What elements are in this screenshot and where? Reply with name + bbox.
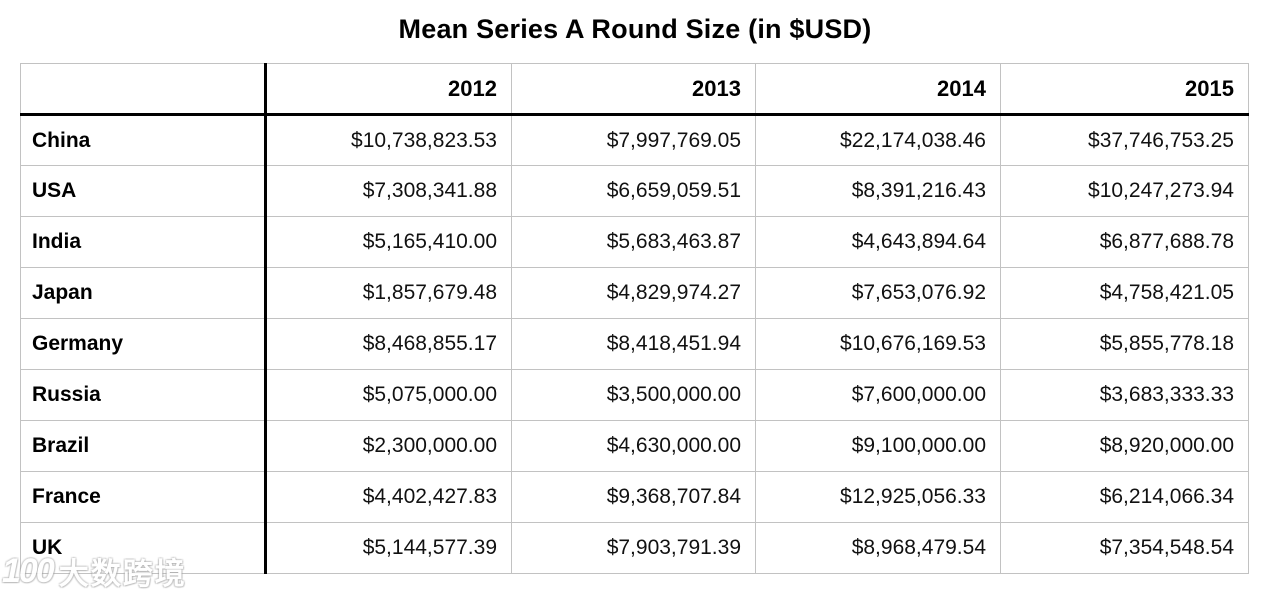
row-label-france: France (20, 471, 267, 523)
row-label-usa: USA (20, 165, 267, 217)
cell-germany-2014: $10,676,169.53 (755, 318, 1001, 370)
cell-uk-2013: $7,903,791.39 (511, 522, 756, 574)
cell-france-2012: $4,402,427.83 (265, 471, 512, 523)
row-label-japan: Japan (20, 267, 267, 319)
table-row-france: France $4,402,427.83 $9,368,707.84 $12,9… (20, 471, 1249, 523)
corner-header-cell (20, 63, 267, 116)
cell-france-2013: $9,368,707.84 (511, 471, 756, 523)
table-row-india: India $5,165,410.00 $5,683,463.87 $4,643… (20, 216, 1249, 268)
cell-india-2012: $5,165,410.00 (265, 216, 512, 268)
cell-usa-2012: $7,308,341.88 (265, 165, 512, 217)
cell-brazil-2012: $2,300,000.00 (265, 420, 512, 472)
cell-usa-2013: $6,659,059.51 (511, 165, 756, 217)
cell-china-2013: $7,997,769.05 (511, 114, 756, 166)
cell-uk-2012: $5,144,577.39 (265, 522, 512, 574)
cell-japan-2014: $7,653,076.92 (755, 267, 1001, 319)
header-row: 2012 2013 2014 2015 (20, 63, 1249, 116)
table-row-usa: USA $7,308,341.88 $6,659,059.51 $8,391,2… (20, 165, 1249, 217)
cell-france-2014: $12,925,056.33 (755, 471, 1001, 523)
cell-france-2015: $6,214,066.34 (1000, 471, 1249, 523)
cell-russia-2012: $5,075,000.00 (265, 369, 512, 421)
table-row-russia: Russia $5,075,000.00 $3,500,000.00 $7,60… (20, 369, 1249, 421)
table-row-germany: Germany $8,468,855.17 $8,418,451.94 $10,… (20, 318, 1249, 370)
cell-germany-2015: $5,855,778.18 (1000, 318, 1249, 370)
page-title: Mean Series A Round Size (in $USD) (398, 14, 872, 44)
cell-germany-2013: $8,418,451.94 (511, 318, 756, 370)
cell-china-2012: $10,738,823.53 (265, 114, 512, 166)
column-header-2015: 2015 (1000, 63, 1249, 116)
cell-brazil-2013: $4,630,000.00 (511, 420, 756, 472)
cell-china-2014: $22,174,038.46 (755, 114, 1001, 166)
row-label-uk: UK (20, 522, 267, 574)
cell-india-2014: $4,643,894.64 (755, 216, 1001, 268)
cell-uk-2014: $8,968,479.54 (755, 522, 1001, 574)
cell-russia-2014: $7,600,000.00 (755, 369, 1001, 421)
cell-germany-2012: $8,468,855.17 (265, 318, 512, 370)
cell-japan-2012: $1,857,679.48 (265, 267, 512, 319)
cell-brazil-2015: $8,920,000.00 (1000, 420, 1249, 472)
cell-china-2015: $37,746,753.25 (1000, 114, 1249, 166)
cell-usa-2015: $10,247,273.94 (1000, 165, 1249, 217)
cell-russia-2013: $3,500,000.00 (511, 369, 756, 421)
cell-india-2015: $6,877,688.78 (1000, 216, 1249, 268)
round-size-table: 2012 2013 2014 2015 China $10,738,823.53… (20, 63, 1249, 574)
table-row-uk: UK $5,144,577.39 $7,903,791.39 $8,968,47… (20, 522, 1249, 574)
table-row-brazil: Brazil $2,300,000.00 $4,630,000.00 $9,10… (20, 420, 1249, 472)
cell-japan-2013: $4,829,974.27 (511, 267, 756, 319)
row-label-india: India (20, 216, 267, 268)
cell-uk-2015: $7,354,548.54 (1000, 522, 1249, 574)
table-row-china: China $10,738,823.53 $7,997,769.05 $22,1… (20, 114, 1249, 166)
column-header-2013: 2013 (511, 63, 756, 116)
table-row-japan: Japan $1,857,679.48 $4,829,974.27 $7,653… (20, 267, 1249, 319)
row-label-germany: Germany (20, 318, 267, 370)
row-label-russia: Russia (20, 369, 267, 421)
cell-russia-2015: $3,683,333.33 (1000, 369, 1249, 421)
cell-brazil-2014: $9,100,000.00 (755, 420, 1001, 472)
row-label-china: China (20, 114, 267, 166)
cell-india-2013: $5,683,463.87 (511, 216, 756, 268)
column-header-2012: 2012 (265, 63, 512, 116)
row-label-brazil: Brazil (20, 420, 267, 472)
cell-japan-2015: $4,758,421.05 (1000, 267, 1249, 319)
column-header-2014: 2014 (755, 63, 1001, 116)
cell-usa-2014: $8,391,216.43 (755, 165, 1001, 217)
